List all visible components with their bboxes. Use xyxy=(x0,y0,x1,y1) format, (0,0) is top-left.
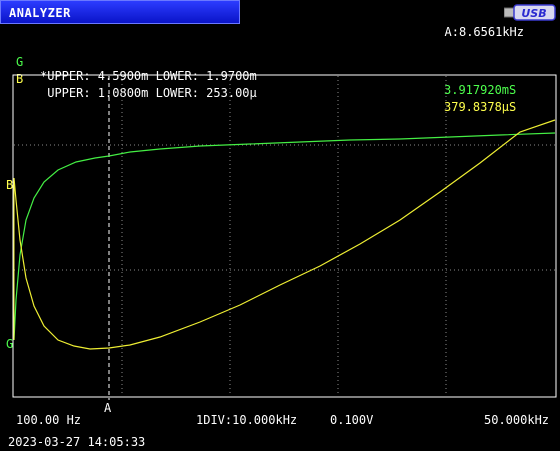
trace-value-g: 3.917920mS xyxy=(444,83,517,97)
usb-icon: USB xyxy=(504,4,556,21)
grid-horizontal xyxy=(14,144,555,271)
usb-label: USB xyxy=(521,7,546,20)
plot-frame xyxy=(12,74,557,398)
cursor-frequency-readout: A:8.6561kHz xyxy=(444,25,524,39)
trace-limits-g: *UPPER: 4.5900m LOWER: 1.9700m xyxy=(40,69,257,83)
trace-value-b: 379.8378µS xyxy=(444,100,517,114)
trace-b-side-marker: B xyxy=(6,178,14,192)
trace-row-b: B UPPER: 1.0800m LOWER: 253.00µ 379.8378… xyxy=(0,58,516,114)
axis-voltage: 0.100V xyxy=(330,413,374,427)
trace-id-g: G xyxy=(16,55,24,69)
status-timestamp: 2023-03-27 14:05:33 xyxy=(8,435,146,449)
cursor-a-label: A xyxy=(104,401,112,415)
axis-start-freq: 100.00 Hz xyxy=(16,413,82,427)
trace-row-g: G *UPPER: 4.5900m LOWER: 1.9700m 3.91792… xyxy=(0,41,516,97)
trace-limits-b: UPPER: 1.0800m LOWER: 253.00µ xyxy=(40,86,257,100)
axis-stop-freq: 50.000kHz xyxy=(484,413,550,427)
window-title-bar: ANALYZER xyxy=(0,0,240,24)
grid-vertical xyxy=(121,76,447,396)
trace-g-side-marker: G xyxy=(6,337,14,351)
trace-b-curve xyxy=(13,119,556,350)
axis-division: 1DIV:10.000kHz xyxy=(196,413,298,427)
trace-id-b: B xyxy=(16,72,24,86)
trace-g-curve xyxy=(13,132,556,341)
window-title: ANALYZER xyxy=(9,6,71,20)
